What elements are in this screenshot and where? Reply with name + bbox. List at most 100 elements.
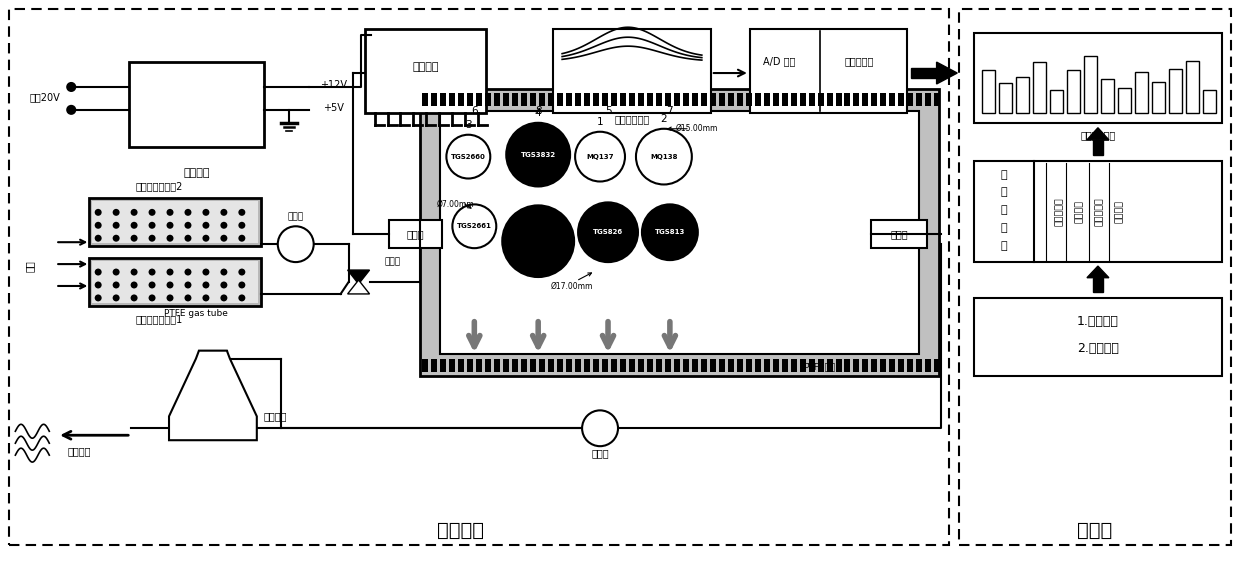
Circle shape: [238, 281, 246, 288]
Bar: [745, 93, 751, 106]
Circle shape: [130, 222, 138, 229]
Bar: [575, 93, 582, 106]
Bar: [476, 359, 482, 372]
Circle shape: [221, 209, 227, 216]
Circle shape: [130, 268, 138, 276]
Bar: [647, 359, 653, 372]
Text: 4: 4: [534, 108, 542, 118]
Circle shape: [446, 135, 490, 179]
Circle shape: [185, 209, 191, 216]
Circle shape: [202, 222, 210, 229]
Bar: [728, 359, 734, 372]
Bar: [432, 93, 438, 106]
Bar: [755, 93, 760, 106]
Bar: [611, 359, 618, 372]
Text: 样品溶液: 样品溶液: [263, 411, 286, 421]
Text: 识: 识: [1001, 187, 1007, 197]
Polygon shape: [1087, 128, 1109, 140]
Bar: [683, 359, 689, 372]
Polygon shape: [936, 62, 957, 84]
Text: Ø17.00mm: Ø17.00mm: [551, 281, 593, 290]
Circle shape: [185, 268, 191, 276]
Text: 开关电源: 开关电源: [184, 168, 211, 178]
Bar: [495, 93, 500, 106]
Polygon shape: [347, 280, 370, 294]
Bar: [503, 93, 510, 106]
Polygon shape: [347, 270, 370, 284]
Bar: [432, 359, 438, 372]
Bar: [844, 93, 851, 106]
Circle shape: [149, 281, 155, 288]
Circle shape: [221, 268, 227, 276]
Bar: [665, 359, 671, 372]
Circle shape: [185, 281, 191, 288]
Bar: [692, 359, 698, 372]
Bar: [975, 161, 1221, 262]
Text: 废气排出: 废气排出: [67, 446, 91, 456]
Bar: [709, 93, 715, 106]
Bar: [836, 359, 842, 372]
Bar: [773, 93, 779, 106]
Circle shape: [166, 222, 174, 229]
Bar: [836, 93, 842, 106]
Text: 进气泵: 进气泵: [288, 213, 304, 222]
Circle shape: [502, 205, 574, 277]
Circle shape: [202, 281, 210, 288]
Text: 1.气味识别: 1.气味识别: [1078, 315, 1118, 328]
Text: PTFE薄膜: PTFE薄膜: [804, 362, 836, 371]
Text: Ø15.00mm: Ø15.00mm: [676, 124, 718, 133]
Circle shape: [149, 294, 155, 301]
Bar: [898, 93, 904, 106]
Bar: [539, 359, 546, 372]
Bar: [629, 359, 635, 372]
Bar: [701, 359, 707, 372]
Bar: [872, 359, 878, 372]
Text: +5V: +5V: [324, 103, 343, 113]
Text: 活性炭净化装置1: 活性炭净化装置1: [135, 314, 182, 324]
Bar: [934, 359, 940, 372]
Text: PTFE gas tube: PTFE gas tube: [164, 309, 228, 318]
Bar: [553, 29, 711, 113]
Bar: [764, 359, 770, 372]
Circle shape: [202, 235, 210, 242]
Bar: [916, 359, 923, 372]
Bar: [791, 359, 796, 372]
Circle shape: [149, 222, 155, 229]
Circle shape: [636, 129, 692, 184]
Text: MQ138: MQ138: [650, 153, 677, 160]
Bar: [521, 93, 527, 106]
Circle shape: [113, 281, 119, 288]
Circle shape: [278, 226, 314, 262]
Bar: [925, 359, 931, 372]
Text: 机: 机: [1001, 241, 1007, 251]
Circle shape: [166, 281, 174, 288]
Text: MQ137: MQ137: [587, 153, 614, 160]
Bar: [863, 93, 868, 106]
Bar: [791, 93, 796, 106]
Bar: [557, 359, 563, 372]
Bar: [872, 221, 928, 248]
Circle shape: [166, 268, 174, 276]
Circle shape: [149, 209, 155, 216]
Bar: [692, 93, 698, 106]
Bar: [557, 93, 563, 106]
Circle shape: [94, 222, 102, 229]
Bar: [853, 93, 859, 106]
Bar: [817, 93, 823, 106]
Text: 3: 3: [465, 120, 471, 130]
Text: 7: 7: [667, 106, 673, 116]
Text: 交流20V: 交流20V: [30, 92, 61, 102]
Bar: [673, 93, 680, 106]
Circle shape: [94, 294, 102, 301]
Bar: [999, 83, 1012, 113]
Text: 2.等级预测: 2.等级预测: [1078, 342, 1118, 355]
Bar: [1050, 90, 1063, 113]
Bar: [683, 93, 689, 106]
Bar: [593, 359, 599, 372]
Circle shape: [202, 268, 210, 276]
Bar: [531, 93, 536, 106]
Bar: [673, 359, 680, 372]
Text: 排气头: 排气头: [591, 448, 609, 458]
Bar: [637, 359, 644, 372]
Bar: [92, 201, 258, 243]
